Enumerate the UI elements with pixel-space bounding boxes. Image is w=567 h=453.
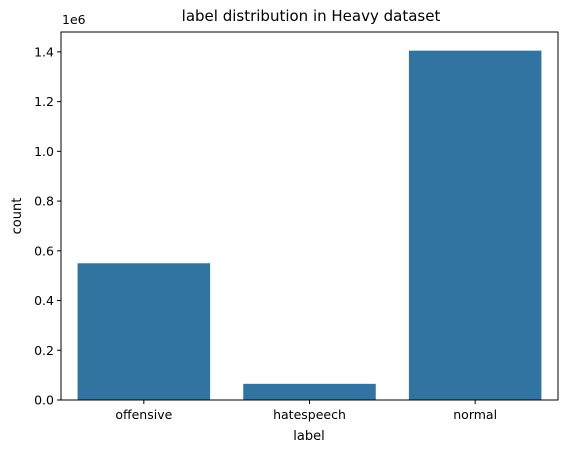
bars-group	[77, 50, 542, 400]
plot-frame	[60, 31, 559, 401]
x-tick-label-hatespeech: hatespeech	[273, 407, 346, 422]
y-axis-offset-label: 1e6	[62, 12, 86, 27]
y-axis-label: count	[10, 198, 25, 235]
y-tick-label: 1.2	[34, 94, 54, 109]
y-tick-label: 0.6	[34, 243, 54, 258]
x-axis: offensive hatespeech normal	[115, 400, 497, 422]
bar-normal	[408, 50, 542, 400]
bar-offensive	[77, 263, 211, 400]
y-tick-label: 0.2	[34, 343, 54, 358]
y-tick-label: 0.8	[34, 194, 54, 209]
y-axis: 0.0 0.2 0.4 0.6 0.8 1.0 1.2 1.4	[34, 44, 61, 408]
x-axis-label: label	[293, 429, 324, 444]
x-tick-label-normal: normal	[453, 407, 497, 422]
y-tick-label: 0.0	[34, 393, 54, 408]
x-tick-label-offensive: offensive	[115, 407, 172, 422]
y-tick-label: 0.4	[34, 293, 54, 308]
bar-hatespeech	[243, 383, 376, 400]
y-tick-label: 1.0	[34, 144, 54, 159]
chart-title: label distribution in Heavy dataset	[182, 7, 441, 25]
y-tick-label: 1.4	[34, 44, 54, 59]
